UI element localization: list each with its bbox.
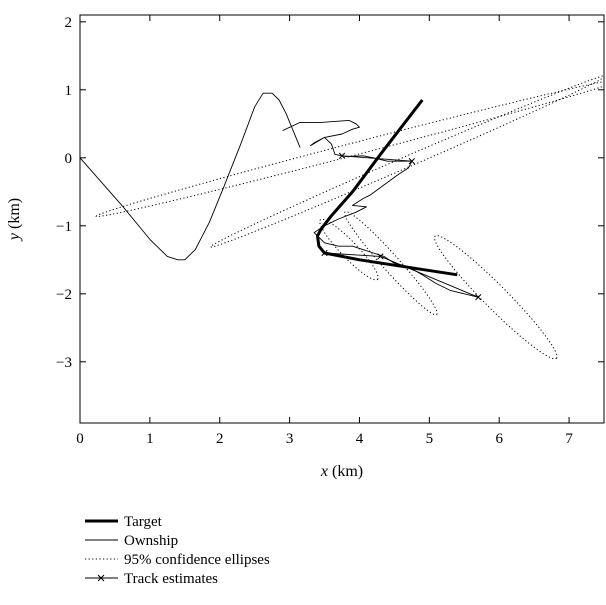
x-tick-label: 3 bbox=[286, 431, 294, 447]
legend-item-confidence-ellipses: 95% confidence ellipses bbox=[85, 552, 270, 568]
y-axis-label: y (km) bbox=[6, 198, 23, 242]
legend: Target Ownship 95% confidence ellipses T… bbox=[85, 514, 270, 587]
track-estimate-marker bbox=[408, 158, 416, 165]
legend-label-confidence-ellipses: 95% confidence ellipses bbox=[124, 552, 270, 568]
y-tick-label: −2 bbox=[56, 287, 72, 303]
x-tick-label: 7 bbox=[565, 431, 573, 447]
x-tick-label: 4 bbox=[356, 431, 364, 447]
x-axis: 0 1 2 3 4 5 6 7 bbox=[76, 15, 573, 447]
confidence-ellipse bbox=[344, 211, 438, 316]
y-axis: 2 1 0 −1 −2 −3 bbox=[56, 15, 604, 371]
plot-frame bbox=[79, 14, 605, 424]
legend-item-target: Target bbox=[85, 514, 163, 530]
y-tick-label: 0 bbox=[65, 151, 73, 167]
confidence-ellipse bbox=[209, 75, 604, 248]
legend-item-ownship: Ownship bbox=[85, 533, 178, 549]
x-axis-label: x (km) bbox=[320, 463, 363, 480]
target-line bbox=[316, 99, 458, 277]
x-tick-label: 1 bbox=[146, 431, 154, 447]
y-tick-label: −3 bbox=[56, 355, 72, 371]
x-tick-label: 5 bbox=[426, 431, 434, 447]
legend-item-track-estimates: Track estimates bbox=[85, 571, 218, 587]
legend-label-ownship: Ownship bbox=[124, 533, 178, 549]
ownship-line bbox=[282, 119, 479, 298]
y-tick-label: −1 bbox=[56, 219, 72, 235]
legend-label-track-estimates: Track estimates bbox=[124, 571, 218, 587]
legend-label-target: Target bbox=[124, 514, 163, 530]
plot-content bbox=[80, 75, 604, 360]
track-estimate-marker bbox=[475, 294, 482, 301]
y-tick-label: 1 bbox=[65, 83, 73, 99]
confidence-ellipse bbox=[95, 81, 604, 218]
confidence-ellipse bbox=[433, 235, 558, 360]
track-estimate-marker bbox=[377, 253, 384, 260]
x-tick-label: 6 bbox=[495, 431, 503, 447]
track-estimate-marker bbox=[338, 152, 346, 159]
confidence-ellipse bbox=[319, 218, 379, 281]
x-tick-label: 0 bbox=[76, 431, 84, 447]
ownship-line bbox=[80, 92, 301, 261]
y-tick-label: 2 bbox=[65, 15, 73, 31]
legend-swatch-x-marker bbox=[97, 574, 105, 582]
x-tick-label: 2 bbox=[216, 431, 224, 447]
